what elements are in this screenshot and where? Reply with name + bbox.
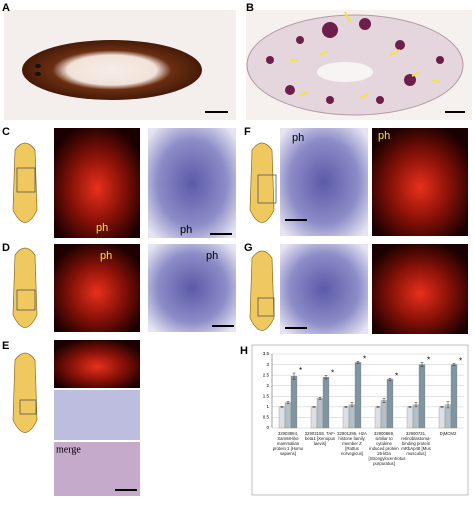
y-tick-label: 3.5 — [263, 351, 270, 356]
significance-mark: * — [363, 355, 366, 364]
y-tick-label: 2 — [266, 383, 269, 388]
error-bar — [446, 401, 450, 409]
x-tick-label: 32901296, H2A histone family, member Z [… — [337, 431, 367, 456]
error-bar — [356, 361, 360, 364]
bar — [450, 364, 458, 429]
eye — [35, 64, 41, 68]
image-label: ph — [206, 250, 218, 262]
bar — [348, 404, 356, 429]
panel-label: C — [2, 126, 10, 138]
panel-label: E — [2, 340, 9, 352]
bar — [380, 400, 388, 429]
image-f-red — [372, 128, 468, 236]
x-tick-label: 32900869, similar to cytokine induced pr… — [368, 431, 406, 466]
image-f-blue — [280, 128, 368, 236]
error-bar — [318, 397, 322, 400]
stain-spots — [266, 18, 444, 104]
image-d-blue — [148, 244, 236, 332]
image-label: ph — [180, 224, 192, 236]
panel-label: G — [244, 242, 253, 254]
bar — [386, 379, 394, 429]
y-tick-label: 0.5 — [263, 415, 270, 420]
error-bar — [286, 401, 290, 404]
region-boxes — [16, 167, 277, 415]
image-e-merge — [54, 442, 140, 496]
image-label: ph — [100, 250, 112, 262]
bar — [322, 377, 330, 429]
error-bar — [324, 375, 328, 380]
panel-label: H — [240, 345, 248, 357]
image-d-red — [54, 244, 140, 332]
image-label: ph — [292, 132, 304, 144]
panel-label: B — [246, 2, 254, 14]
bar — [290, 376, 298, 429]
significance-mark: * — [331, 369, 334, 378]
bar — [316, 398, 324, 429]
image-label: ph — [96, 222, 108, 234]
y-tick-label: 0 — [266, 425, 269, 430]
error-bar — [280, 406, 284, 408]
gut — [317, 62, 373, 82]
image-c-red — [54, 128, 140, 238]
arrows — [290, 11, 441, 99]
significance-mark: * — [427, 356, 430, 365]
x-tick-label: DjMCM2 — [439, 431, 457, 436]
error-bar — [420, 362, 424, 367]
bar — [412, 404, 420, 429]
bar — [342, 406, 350, 429]
y-tick-label: 3 — [266, 362, 269, 367]
panel-label: F — [244, 126, 251, 138]
error-bar — [382, 398, 386, 403]
image-e-blue — [54, 390, 140, 440]
x-tick-label: 32903884, Sam68-like mammalian protein 1… — [272, 431, 304, 456]
bar — [284, 402, 292, 429]
bar — [278, 406, 286, 429]
bar — [354, 362, 362, 429]
y-tick-label: 2.5 — [263, 372, 270, 377]
image-g-red — [372, 244, 468, 334]
panel-label: A — [2, 2, 10, 14]
worm-cartoons — [12, 142, 275, 433]
bar — [310, 406, 318, 429]
eye — [35, 72, 41, 76]
error-bar — [376, 406, 380, 408]
bar — [444, 404, 452, 429]
error-bar — [388, 378, 392, 381]
error-bar — [414, 402, 418, 408]
error-bar — [312, 406, 316, 408]
significance-mark: * — [299, 366, 302, 375]
bar — [438, 406, 446, 429]
image-label: ph — [378, 130, 390, 142]
worm — [22, 40, 202, 100]
image-label: merge — [56, 444, 81, 455]
y-tick-label: 1 — [266, 404, 269, 409]
image-c-blue — [148, 128, 236, 238]
error-bar — [344, 406, 348, 408]
x-tick-label: 32903158, TAF-beta1 [Xenopus laevis] — [304, 431, 336, 446]
bar — [418, 364, 426, 429]
bar — [406, 406, 414, 429]
error-bar — [452, 363, 456, 366]
x-tick-label: 32900731, retinoblastoma-binding protein… — [401, 431, 431, 456]
significance-mark: * — [459, 357, 462, 366]
image-g-blue — [280, 244, 368, 334]
panel-label: D — [2, 242, 10, 254]
error-bar — [292, 372, 296, 380]
error-bar — [440, 406, 444, 408]
y-tick-label: 1.5 — [263, 393, 270, 398]
image-e-red — [54, 340, 140, 388]
error-bar — [408, 406, 412, 408]
bar — [374, 406, 382, 429]
error-bar — [350, 402, 354, 408]
significance-mark: * — [395, 371, 398, 380]
